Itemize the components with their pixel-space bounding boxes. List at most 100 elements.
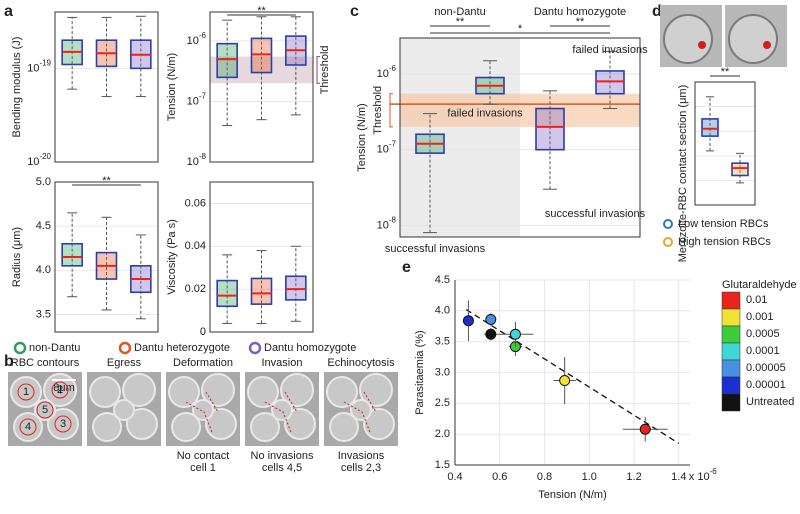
axes-frame [209,11,314,163]
legend-marker [663,237,673,247]
cell [192,399,214,421]
axes-frame [54,11,159,163]
contour [185,391,219,433]
y-tick-label: 10-20 [27,152,51,168]
cell-outline [54,415,72,433]
group-label: non-Dantu [434,6,485,18]
frame-title: Deformation [173,357,233,369]
legend-label: 0.0001 [746,345,780,357]
point [639,423,651,435]
legend-marker [663,219,673,229]
cell [280,373,314,407]
legend-swatch [721,291,741,310]
legend-swatch [721,325,741,344]
y-axis-label: Tension (N/m) [166,53,178,121]
frame-title: Invasion [262,357,303,369]
cell [363,408,395,440]
frame-title: Egress [107,357,142,369]
cell [205,408,237,440]
frame-caption: cells 2,3 [341,462,381,474]
box [701,118,719,137]
scale-label: 8μm [53,382,75,394]
legend-label: 0.01 [746,294,767,306]
axes-frame [694,81,756,206]
panel-label: a [4,3,13,20]
cell-outline [36,401,54,419]
cell-number: 2 [57,384,63,396]
panel-label: d [652,3,662,20]
significance-label: ** [257,5,266,17]
legend-label: 0.001 [746,311,774,323]
box [216,279,238,308]
cell-outline [51,381,69,399]
threshold-bracket [389,93,393,128]
legend-swatch [721,359,741,378]
cell-outline [17,383,35,401]
axes-frame [399,37,641,238]
y-tick-label: 10-7 [187,92,207,108]
cell [250,412,280,442]
y-axis-label: Bending modulus (J) [11,37,23,138]
legend-label: 0.0005 [746,328,780,340]
y-tick-label: 10-7 [377,140,397,156]
cell [13,412,43,442]
frame-caption: cell 1 [190,462,216,474]
outcome-label: successful invasions [385,243,486,255]
axes-frame [54,181,159,333]
cell [34,399,56,421]
significance-label: ** [576,16,585,28]
legend-label: Dantu homozygote [264,342,356,354]
point [509,328,521,340]
frame-title: RBC contours [11,357,80,369]
y-tick-label: 1.5 [435,459,450,471]
y-tick-label: 4.0 [36,264,51,276]
frame-title: Echinocytosis [327,357,395,369]
cell-number: 5 [42,404,48,416]
x-tick-label: 1.2 [626,471,641,483]
cell [326,376,358,408]
y-tick-label: 0.06 [185,197,206,209]
cell [247,376,279,408]
point [485,313,497,325]
y-tick-label: 3.5 [435,336,450,348]
legend-label: non-Dantu [29,342,80,354]
cell [92,412,122,442]
y-axis-label: Radius (μm) [11,227,23,287]
legend-marker [13,341,27,355]
shaded-region [400,38,520,237]
legend-label: 0.00005 [746,362,786,374]
threshold-bracket [316,56,320,84]
outcome-label: failed invasions [447,108,523,120]
box [535,107,565,151]
legend-label: High tension RBCs [678,236,771,248]
point [559,375,571,387]
cell [47,408,79,440]
cell [43,373,77,407]
frame-caption: cells 4,5 [262,462,302,474]
y-tick-label: 2.0 [435,428,450,440]
y-axis-label: Merozoite-RBC contact section (μm) [677,85,689,263]
y-axis-label: Viscosity (Pa s) [166,219,178,295]
legend-swatch [721,393,741,412]
legend-label: Low tension RBCs [678,218,769,230]
box [731,162,749,177]
y-tick-label: 5.0 [36,176,51,188]
fit-line [465,309,680,444]
panel-label: c [350,3,359,20]
cell-number: 4 [25,421,31,433]
x-axis-label: Tension (N/m) [538,489,606,501]
point [485,328,497,340]
cell [359,373,393,407]
frame-caption: Invasions [338,450,385,462]
x-tick-label: 0.4 [447,471,462,483]
legend-label: 0.00001 [746,379,786,391]
cell [10,376,42,408]
cell [728,14,778,64]
panel-label: e [402,259,411,276]
threshold-label: Threshold [319,45,331,94]
cell [329,412,359,442]
box [61,242,83,267]
legend-label: Dantu heterozygote [134,342,230,354]
cell [284,408,316,440]
